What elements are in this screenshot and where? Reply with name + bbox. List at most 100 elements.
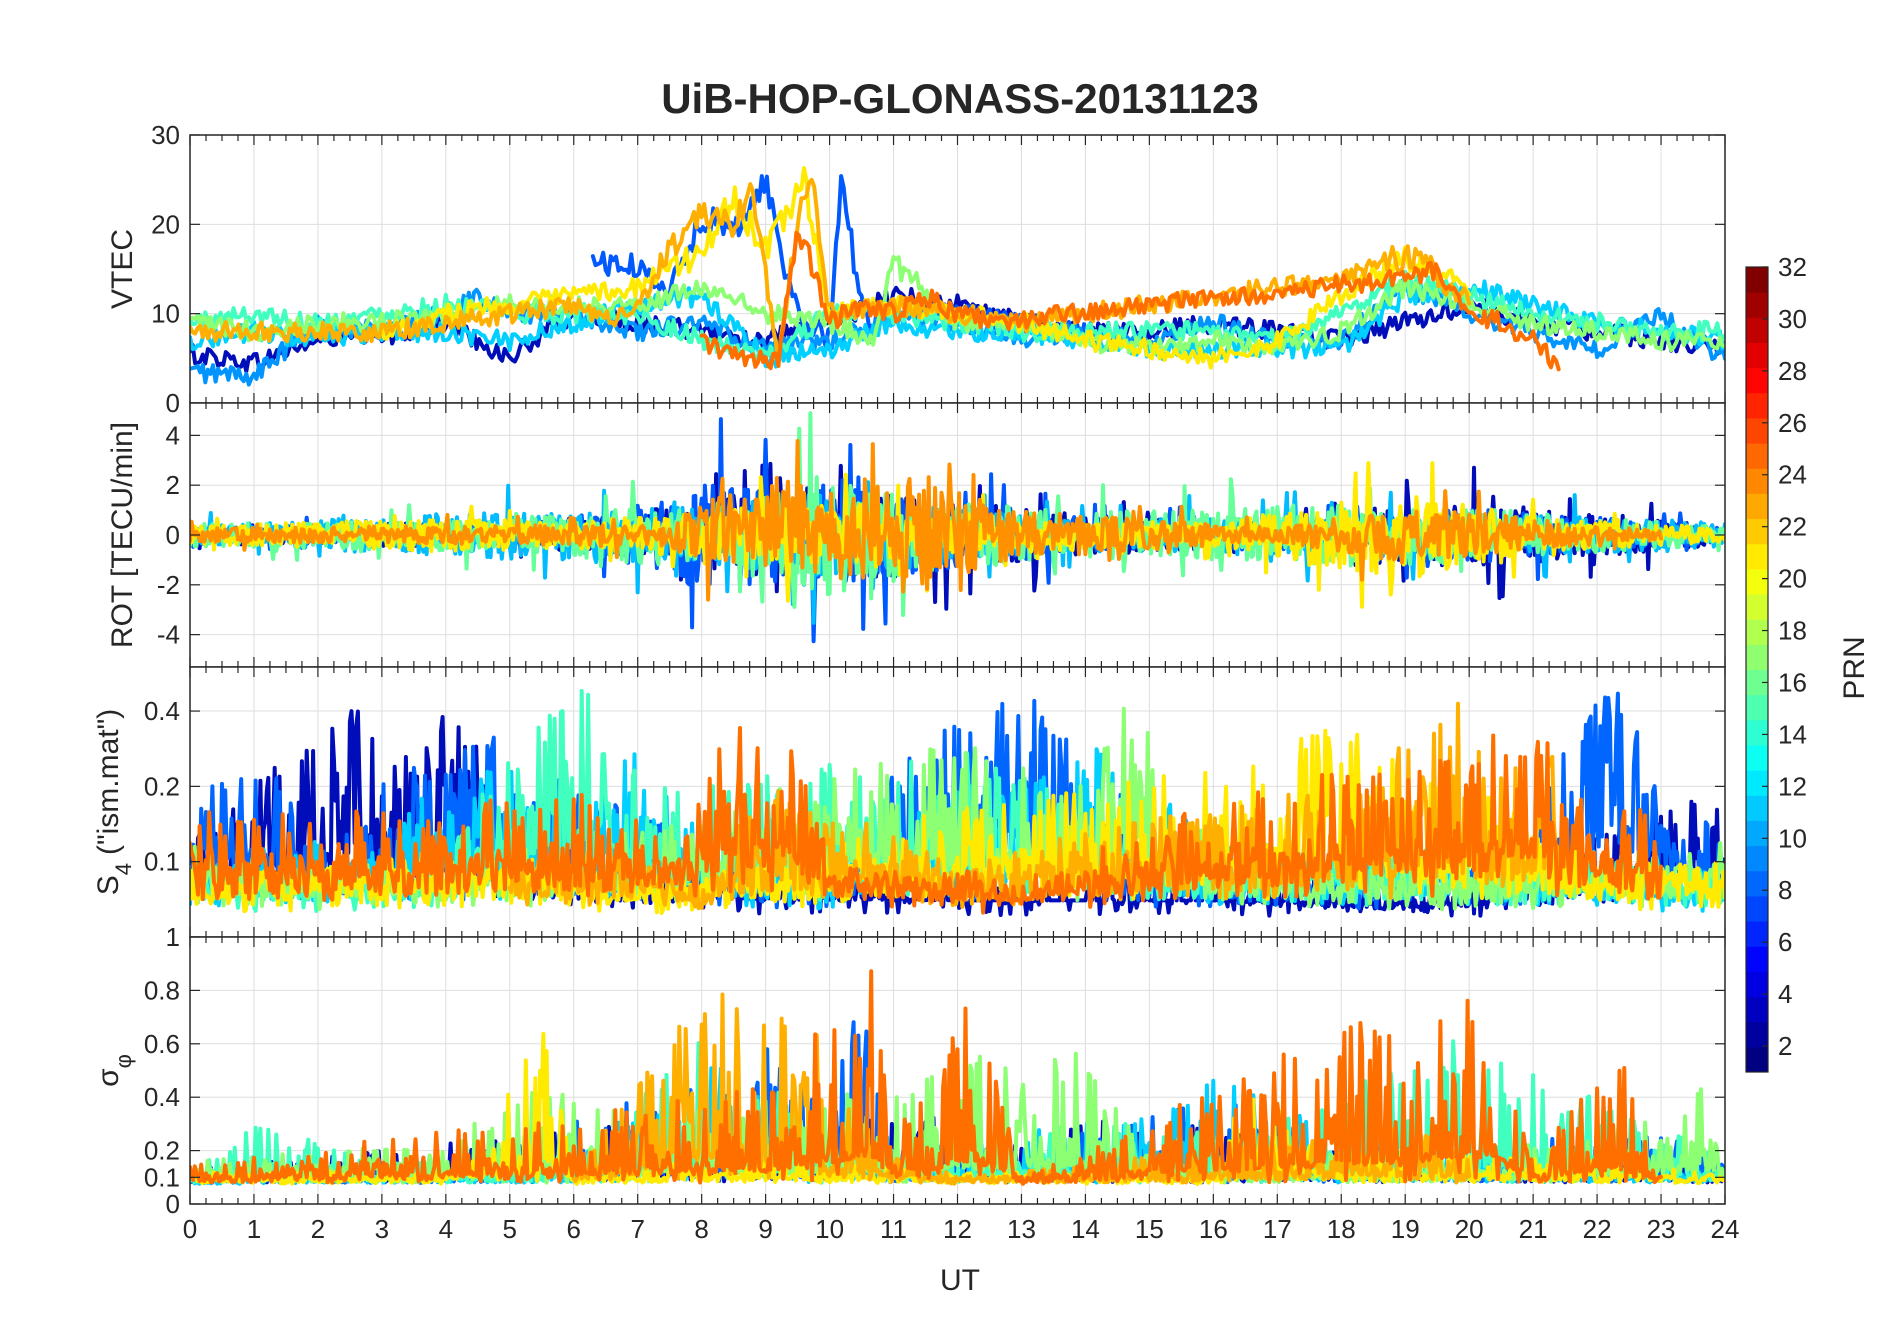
x-tick-label: 6 — [567, 1214, 581, 1244]
figure-title: UiB-HOP-GLONASS-20131123 — [661, 75, 1259, 122]
y-tick-label: 0 — [166, 520, 180, 550]
colorbar-tick-label: 16 — [1778, 667, 1807, 697]
y-axis-label: S4 ("ism.mat") — [92, 709, 136, 896]
panel-rot: -4 -2 0 2 4 ROT [TECU/min] — [106, 402, 1726, 668]
colorbar-swatch — [1746, 845, 1768, 872]
colorbar-swatch — [1746, 619, 1768, 645]
colorbar-swatch — [1746, 493, 1768, 520]
panel-series-group — [190, 411, 1725, 644]
y-tick-label: 0.2 — [144, 771, 180, 801]
x-tick-label: 0 — [183, 1214, 197, 1244]
colorbar-swatch — [1746, 946, 1768, 972]
colorbar-tick-label: 20 — [1778, 564, 1807, 594]
colorbar-swatch — [1746, 292, 1768, 318]
y-tick-label: -2 — [157, 570, 180, 600]
y-tick-label: 0.8 — [144, 975, 180, 1005]
colorbar-tick-label: 2 — [1778, 1031, 1792, 1061]
colorbar-tick-label: 6 — [1778, 927, 1792, 957]
x-tick-label: 12 — [943, 1214, 972, 1244]
y-tick-label: 0.1 — [144, 847, 180, 877]
colorbar-swatch — [1746, 744, 1768, 771]
y-tick-label: 0 — [166, 388, 180, 418]
y-tick-label: 0.4 — [144, 696, 180, 726]
x-tick-label: 18 — [1327, 1214, 1356, 1244]
colorbar-swatch — [1746, 392, 1768, 419]
panel-sigma_phi: 00.10.2 0.4 0.6 0.8 1 σφ — [92, 922, 1726, 1219]
panel-series-group — [190, 166, 1725, 387]
y-axis-label: ROT [TECU/min] — [106, 422, 139, 648]
y-tick-label: 4 — [166, 420, 180, 450]
series-line-prn-23 — [190, 439, 1663, 602]
y-axis-label-main: S — [92, 875, 125, 895]
y-tick-label: 10 — [151, 299, 180, 329]
x-tick-label: 11 — [880, 1214, 907, 1244]
colorbar-tick-label: 24 — [1778, 460, 1807, 490]
x-axis: 0 1 2 3 4 5 6 7 8 9 10 11 12 13 14 15 16 17 18 19 20 21 22 23 24 — [183, 1214, 1740, 1244]
colorbar-tick-label: 4 — [1778, 979, 1792, 1009]
x-tick-label: 3 — [375, 1214, 389, 1244]
colorbar-swatch — [1746, 443, 1768, 469]
x-tick-label: 1 — [247, 1214, 261, 1244]
y-axis-label-sub: 4 — [111, 863, 136, 875]
colorbar-swatch — [1746, 1046, 1768, 1073]
colorbar-swatch — [1746, 770, 1768, 796]
panel-y-ticks: -4 -2 0 2 4 — [157, 420, 1725, 650]
x-tick-label: 20 — [1455, 1214, 1484, 1244]
colorbar-swatch — [1746, 594, 1768, 620]
colorbar-swatch — [1746, 795, 1768, 821]
colorbar-tick-label: 14 — [1778, 719, 1807, 749]
panel-y-ticks: 0.1 0.2 0.4 — [144, 696, 1725, 877]
colorbar-swatch — [1746, 921, 1768, 947]
x-tick-label: 23 — [1647, 1214, 1676, 1244]
colorbar-swatch — [1746, 719, 1768, 746]
colorbar-swatch — [1746, 820, 1768, 847]
colorbar-tick-label: 22 — [1778, 512, 1807, 542]
series-line-prn-22 — [190, 177, 1472, 368]
panel-series-group — [190, 689, 1725, 918]
x-tick-label: 24 — [1711, 1214, 1740, 1244]
x-tick-label: 5 — [503, 1214, 517, 1244]
y-tick-label: 0.1 — [144, 1162, 180, 1192]
colorbar-swatch — [1746, 644, 1768, 670]
panel-s4: 0.1 0.2 0.4 S4 ("ism.mat") — [92, 666, 1726, 938]
colorbar-tick-label: 18 — [1778, 616, 1807, 646]
colorbar-tick-label: 32 — [1778, 252, 1807, 282]
colorbar-swatch — [1746, 417, 1768, 444]
colorbar-swatch — [1746, 694, 1768, 721]
y-tick-label: 0.6 — [144, 1029, 180, 1059]
series-line-prn-24 — [699, 230, 1561, 372]
panel-vtec: 0 10 20 30 VTEC — [106, 120, 1726, 418]
x-tick-label: 8 — [694, 1214, 708, 1244]
panel-x-ticks — [189, 667, 1726, 937]
series-line-prn-24 — [190, 726, 1663, 915]
series-line-prn-24 — [190, 969, 1663, 1186]
panel-y-ticks: 00.10.2 0.4 0.6 0.8 1 — [144, 922, 1725, 1219]
colorbar-swatch — [1746, 669, 1768, 696]
colorbar-swatch — [1746, 468, 1768, 494]
colorbar-frame — [1745, 266, 1769, 1073]
series-line-prn-12 — [190, 279, 1725, 369]
panel-x-ticks — [189, 403, 1726, 667]
y-tick-label: 0 — [166, 1189, 180, 1219]
y-axis-label-rest: ("ism.mat") — [92, 709, 125, 855]
y-tick-label: 1 — [166, 922, 180, 952]
colorbar-tick-label: 12 — [1778, 771, 1807, 801]
y-axis-label-main: σ — [92, 1068, 125, 1087]
x-tick-label: 15 — [1135, 1214, 1164, 1244]
y-tick-label: 2 — [166, 470, 180, 500]
x-tick-label: 17 — [1263, 1214, 1292, 1244]
y-tick-label: 30 — [151, 120, 180, 150]
colorbar-swatch — [1746, 518, 1768, 545]
colorbar-swatch — [1746, 895, 1768, 922]
x-tick-label: 14 — [1071, 1214, 1100, 1244]
colorbar-label: PRN — [1838, 636, 1871, 699]
y-tick-label: 20 — [151, 209, 180, 239]
x-tick-label: 9 — [758, 1214, 772, 1244]
panel-series-group — [190, 969, 1725, 1187]
colorbar-swatch — [1746, 267, 1768, 293]
colorbar-swatch — [1746, 996, 1768, 1023]
colorbar-swatch — [1746, 317, 1768, 343]
